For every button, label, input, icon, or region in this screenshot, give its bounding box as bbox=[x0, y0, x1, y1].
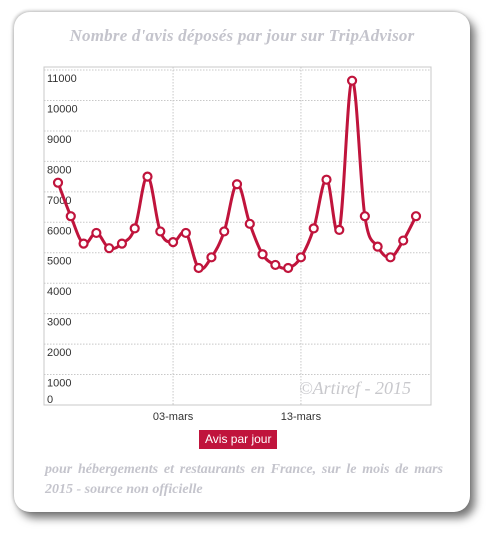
data-point bbox=[219, 226, 230, 237]
data-point bbox=[231, 179, 243, 190]
y-tick-label: 5000 bbox=[47, 256, 71, 268]
data-point bbox=[244, 218, 255, 229]
legend-series-label[interactable]: Avis par jour bbox=[199, 430, 278, 449]
data-point bbox=[283, 262, 294, 274]
data-point bbox=[385, 252, 396, 263]
series-line bbox=[56, 79, 418, 271]
data-point bbox=[334, 224, 345, 236]
y-tick-label: 1000 bbox=[47, 378, 71, 390]
data-point bbox=[372, 241, 383, 252]
y-tick-label: 11000 bbox=[47, 73, 77, 85]
data-point bbox=[104, 243, 115, 254]
y-tick-label: 0 bbox=[47, 394, 53, 406]
y-tick-label: 10000 bbox=[47, 103, 78, 115]
footnote: pour hébergements et restaurants en Fran… bbox=[45, 462, 443, 497]
data-point bbox=[180, 227, 191, 239]
data-point bbox=[65, 211, 76, 222]
data-point bbox=[398, 235, 409, 246]
chart-card: Nombre d'avis déposés par jour sur TripA… bbox=[14, 12, 470, 512]
data-point bbox=[346, 75, 358, 86]
data-point bbox=[129, 223, 140, 234]
chart-title: Nombre d'avis déposés par jour sur TripA… bbox=[69, 26, 415, 45]
data-point bbox=[359, 211, 370, 222]
line-chart: 0100020003000400050006000700080009000100… bbox=[43, 66, 432, 423]
data-point bbox=[91, 227, 102, 239]
data-point bbox=[193, 262, 204, 274]
data-point bbox=[308, 223, 319, 234]
data-point bbox=[410, 211, 422, 222]
data-point bbox=[167, 236, 179, 248]
data-point bbox=[116, 238, 128, 249]
y-tick-label: 3000 bbox=[47, 317, 71, 329]
data-point bbox=[257, 249, 268, 260]
data-point bbox=[270, 259, 281, 271]
y-tick-label: 2000 bbox=[47, 347, 71, 359]
y-tick-label: 9000 bbox=[47, 134, 71, 146]
x-tick-label: 03-mars bbox=[153, 411, 194, 423]
data-point bbox=[321, 174, 332, 185]
data-point bbox=[206, 252, 217, 263]
y-tick-label: 6000 bbox=[47, 225, 71, 237]
watermark: ©Artiref - 2015 bbox=[299, 378, 411, 398]
data-point bbox=[142, 171, 153, 182]
data-point bbox=[155, 226, 166, 237]
data-point bbox=[52, 177, 64, 188]
data-point bbox=[295, 252, 307, 263]
y-tick-label: 4000 bbox=[47, 286, 71, 298]
x-tick-label: 13-mars bbox=[281, 411, 322, 423]
data-point bbox=[78, 238, 89, 249]
y-tick-label: 8000 bbox=[47, 164, 71, 176]
plot-area bbox=[43, 66, 432, 406]
